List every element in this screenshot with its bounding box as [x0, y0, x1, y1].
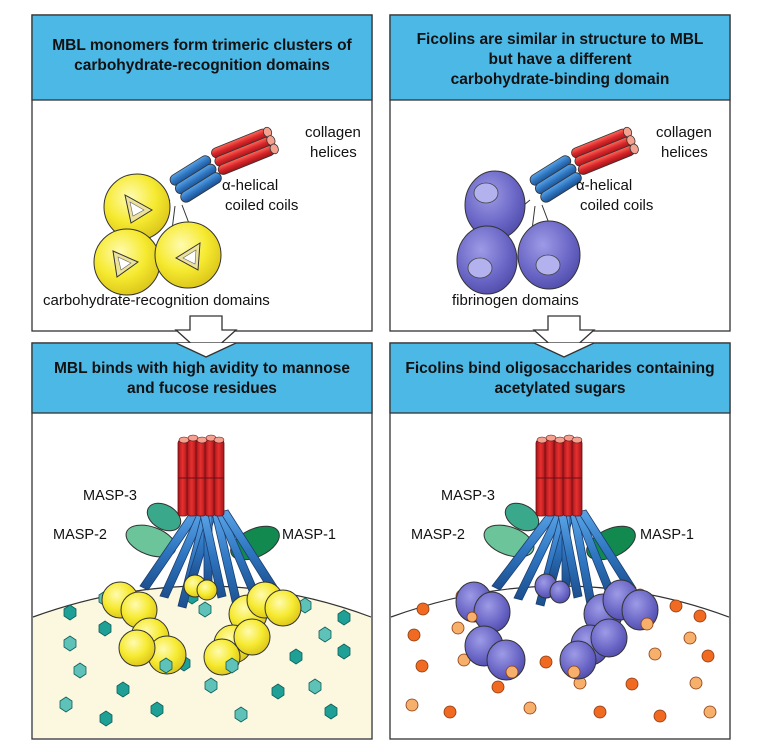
label-coiled-coils: coiled coils: [580, 197, 653, 214]
ficolin-trimer-illustration: [456, 126, 639, 295]
label-alpha-helical: α-helical: [222, 177, 278, 194]
alpha-helical-coiled-coils: [169, 155, 222, 203]
collagen-helices: [211, 126, 279, 175]
label-masp-1: MASP-1: [282, 527, 336, 543]
header-box: [389, 14, 731, 101]
panel-title-line: MBL monomers form trimeric clusters of: [52, 37, 352, 54]
label-alpha-helical: α-helical: [576, 177, 632, 194]
fibrinogen-domains: [456, 170, 581, 295]
mbl-binding-illustration: [32, 434, 372, 738]
collagen-helices: [535, 434, 583, 517]
label-masp-1: MASP-1: [640, 527, 694, 543]
label-collagen: collagen: [656, 124, 712, 141]
label-collagen: collagen: [305, 124, 361, 141]
panel-title-line: acetylated sugars: [495, 380, 626, 397]
panel-title-line: Ficolins are similar in structure to MBL: [417, 31, 704, 48]
collagen-helices: [177, 434, 225, 517]
collagen-helices: [571, 126, 639, 175]
carbohydrate-recognition-domains: [101, 574, 302, 676]
masp-3: [146, 502, 182, 532]
panel-title-line: MBL binds with high avidity to mannose: [54, 360, 350, 377]
panel-title-line: and fucose residues: [127, 380, 277, 397]
label-masp-3: MASP-3: [441, 488, 495, 504]
header-box: [31, 14, 373, 101]
mbl-trimer-illustration: [93, 126, 279, 296]
panel-title-line: carbohydrate-binding domain: [451, 71, 670, 88]
alpha-helical-coiled-coils: [529, 155, 582, 203]
label-helices: helices: [661, 144, 708, 161]
panel-title-line: but have a different: [489, 51, 632, 68]
label-masp-2: MASP-2: [53, 527, 107, 543]
label-coiled-coils: coiled coils: [225, 197, 298, 214]
ficolin-binding-illustration: [390, 434, 730, 723]
label-domains: fibrinogen domains: [452, 292, 579, 309]
panel-title-line: carbohydrate-recognition domains: [74, 57, 330, 74]
panel-title-line: Ficolins bind oligosaccharides containin…: [405, 360, 714, 377]
label-masp-2: MASP-2: [411, 527, 465, 543]
alpha-helical-coiled-coils: [491, 509, 637, 611]
label-masp-3: MASP-3: [83, 488, 137, 504]
carbohydrate-recognition-domains: [93, 173, 222, 296]
header-box: [31, 342, 373, 414]
label-helices: helices: [310, 144, 357, 161]
label-domains: carbohydrate-recognition domains: [43, 292, 270, 309]
